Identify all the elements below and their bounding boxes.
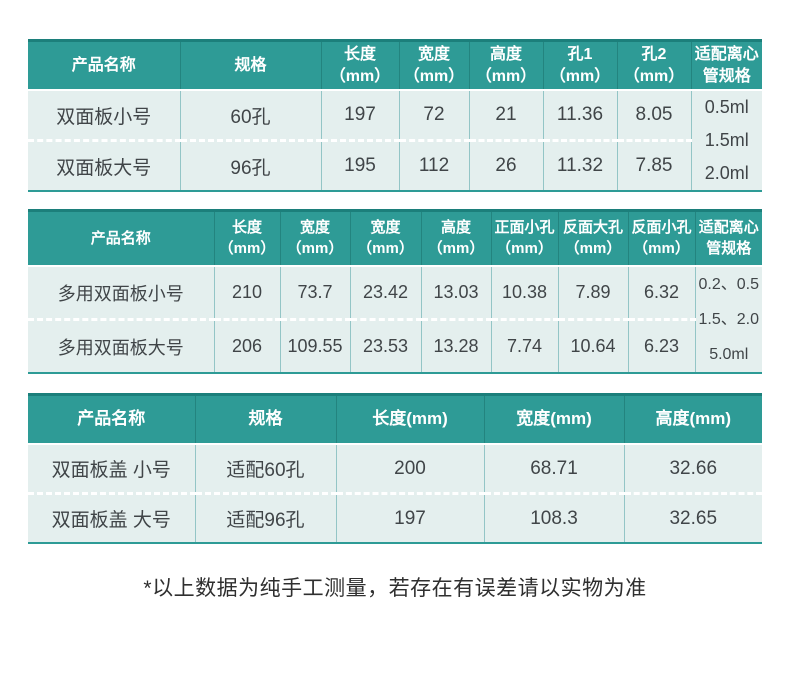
tube-spec-cell: 0.5ml 1.5ml 2.0ml	[690, 90, 762, 193]
value-cell: 68.71	[483, 444, 624, 496]
column-header-hole1: 孔1 （mm）	[542, 39, 617, 92]
value-cell: 8.05	[616, 90, 691, 143]
tube-spec-cell: 0.2、0.5 1.5、2.0 5.0ml	[694, 266, 762, 375]
value-cell: 197	[335, 493, 484, 545]
value-cell: 23.53	[349, 319, 421, 375]
value-cell: 11.32	[542, 140, 617, 193]
spec-cell: 96孔	[179, 140, 321, 193]
product-name-cell: 双面板盖 小号	[28, 444, 195, 496]
value-cell: 210	[213, 266, 280, 322]
column-header-back-small-hole: 反面小孔 （mm）	[627, 209, 695, 268]
value-cell: 109.55	[279, 319, 350, 375]
column-header-width: 宽度 （mm）	[398, 39, 469, 92]
table-header-row: 产品名称 规格 长度(mm) 宽度(mm) 高度(mm)	[28, 393, 762, 446]
column-header-length: 长度 （mm）	[320, 39, 399, 92]
value-cell: 200	[335, 444, 484, 496]
value-cell: 23.42	[349, 266, 421, 322]
value-cell: 206	[213, 319, 280, 375]
column-header-tube-spec: 适配离心 管规格	[694, 209, 762, 268]
spec-cell: 60孔	[179, 90, 321, 143]
table-row: 多用双面板大号 206 109.55 23.53 13.28 7.74 10.6…	[28, 319, 762, 375]
table-row: 双面板盖 大号 适配96孔 197 108.3 32.65	[28, 493, 762, 545]
column-header-width: 宽度 （mm）	[279, 209, 350, 268]
column-header-hole2: 孔2 （mm）	[616, 39, 691, 92]
value-cell: 13.28	[420, 319, 491, 375]
spec-cell: 适配96孔	[194, 493, 336, 545]
footnote: *以上数据为纯手工测量，若存在有误差请以实物为准	[143, 577, 647, 601]
value-cell: 6.23	[627, 319, 695, 375]
value-cell: 7.89	[557, 266, 628, 322]
value-cell: 72	[398, 90, 469, 143]
product-name-cell: 双面板大号	[28, 140, 180, 193]
table-row: 双面板盖 小号 适配60孔 200 68.71 32.66	[28, 444, 762, 496]
column-header-front-small-hole: 正面小孔 （mm）	[490, 209, 558, 268]
value-cell: 13.03	[420, 266, 491, 322]
value-cell: 6.32	[627, 266, 695, 322]
product-name-cell: 多用双面板小号	[28, 266, 214, 322]
value-cell: 108.3	[483, 493, 624, 545]
value-cell: 7.85	[616, 140, 691, 193]
column-header-length: 长度 （mm）	[213, 209, 280, 268]
value-cell: 32.65	[623, 493, 762, 545]
column-header-height: 高度(mm)	[623, 393, 762, 446]
column-header-product-name: 产品名称	[28, 39, 180, 92]
column-header-height: 高度 （mm）	[420, 209, 491, 268]
table-row: 双面板大号 96孔 195 112 26 11.32 7.85	[28, 140, 762, 193]
product-name-cell: 双面板小号	[28, 90, 180, 143]
value-cell: 73.7	[279, 266, 350, 322]
table-row: 多用双面板小号 210 73.7 23.42 13.03 10.38 7.89 …	[28, 266, 762, 375]
value-cell: 195	[320, 140, 399, 193]
table-row: 双面板小号 60孔 197 72 21 11.36 8.05 0.5ml 1.5…	[28, 90, 762, 193]
value-cell: 10.64	[557, 319, 628, 375]
column-header-back-large-hole: 反面大孔 （mm）	[557, 209, 628, 268]
multi-use-double-sided-plate-spec-table: 产品名称 长度 （mm） 宽度 （mm） 宽度 （mm） 高度 （mm） 正面小…	[28, 209, 762, 375]
column-header-tube-spec: 适配离心 管规格	[690, 39, 762, 92]
plate-cover-spec-table: 产品名称 规格 长度(mm) 宽度(mm) 高度(mm) 双面板盖 小号 适配6…	[28, 393, 762, 545]
value-cell: 11.36	[542, 90, 617, 143]
table-header-row: 产品名称 长度 （mm） 宽度 （mm） 宽度 （mm） 高度 （mm） 正面小…	[28, 209, 762, 268]
spec-cell: 适配60孔	[194, 444, 336, 496]
double-sided-plate-spec-table: 产品名称 规格 长度 （mm） 宽度 （mm） 高度 （mm） 孔1 （mm） …	[28, 39, 762, 193]
column-header-product-name: 产品名称	[28, 209, 214, 268]
value-cell: 112	[398, 140, 469, 193]
column-header-product-name: 产品名称	[28, 393, 195, 446]
value-cell: 26	[468, 140, 543, 193]
value-cell: 10.38	[490, 266, 558, 322]
value-cell: 32.66	[623, 444, 762, 496]
value-cell: 7.74	[490, 319, 558, 375]
value-cell: 197	[320, 90, 399, 143]
product-name-cell: 多用双面板大号	[28, 319, 214, 375]
column-header-spec: 规格	[194, 393, 336, 446]
column-header-spec: 规格	[179, 39, 321, 92]
product-name-cell: 双面板盖 大号	[28, 493, 195, 545]
column-header-length: 长度(mm)	[335, 393, 484, 446]
column-header-width: 宽度(mm)	[483, 393, 624, 446]
column-header-width2: 宽度 （mm）	[349, 209, 421, 268]
column-header-height: 高度 （mm）	[468, 39, 543, 92]
value-cell: 21	[468, 90, 543, 143]
table-header-row: 产品名称 规格 长度 （mm） 宽度 （mm） 高度 （mm） 孔1 （mm） …	[28, 39, 762, 92]
